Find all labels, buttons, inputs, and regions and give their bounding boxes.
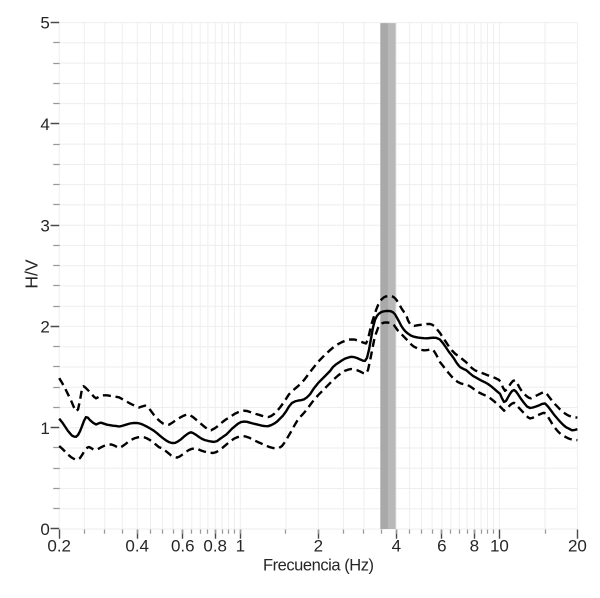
svg-text:0.8: 0.8 xyxy=(203,537,227,556)
svg-text:0.4: 0.4 xyxy=(125,537,149,556)
svg-text:H/V: H/V xyxy=(22,259,42,289)
svg-text:10: 10 xyxy=(490,537,509,556)
svg-text:0.2: 0.2 xyxy=(47,537,71,556)
svg-text:0: 0 xyxy=(40,520,49,539)
svg-text:2: 2 xyxy=(314,537,323,556)
svg-text:1: 1 xyxy=(236,537,245,556)
svg-text:8: 8 xyxy=(470,537,479,556)
svg-text:5: 5 xyxy=(40,14,49,33)
svg-text:3: 3 xyxy=(40,216,49,235)
svg-text:2: 2 xyxy=(40,318,49,337)
svg-text:1: 1 xyxy=(40,419,49,438)
svg-text:20: 20 xyxy=(568,537,587,556)
svg-text:4: 4 xyxy=(392,537,401,556)
svg-text:0.6: 0.6 xyxy=(171,537,195,556)
svg-text:6: 6 xyxy=(437,537,446,556)
svg-text:4: 4 xyxy=(40,115,49,134)
svg-text:Frecuencia (Hz): Frecuencia (Hz) xyxy=(263,557,374,575)
